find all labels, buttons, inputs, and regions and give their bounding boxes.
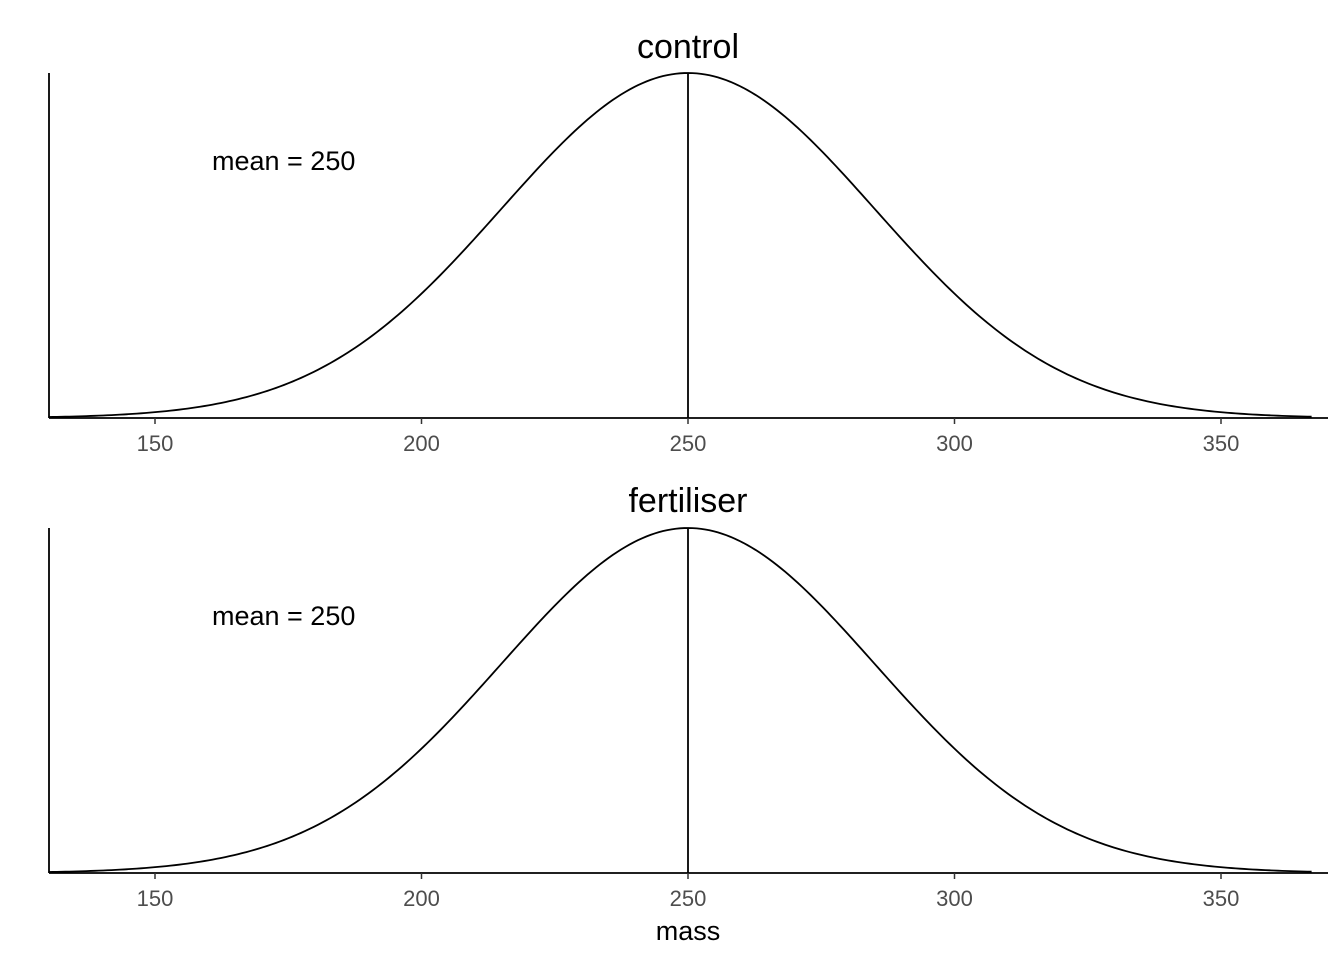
panel-title: control — [637, 28, 739, 66]
panel-control: control 150 200 250 300 350 mean = 250 — [48, 28, 1328, 456]
x-tick-label: 250 — [670, 431, 707, 456]
density-curve — [48, 527, 1312, 873]
x-tick-label: 150 — [137, 431, 174, 456]
plot-area: 150 200 250 300 350 — [48, 527, 1328, 911]
x-tick-label: 300 — [936, 886, 973, 911]
plot-area: 150 200 250 300 350 — [48, 72, 1328, 456]
x-tick-label: 300 — [936, 431, 973, 456]
x-tick-label: 250 — [670, 886, 707, 911]
x-tick-label: 200 — [403, 431, 440, 456]
panel-title: fertiliser — [628, 482, 747, 520]
density-curve — [48, 72, 1312, 418]
panel-fertiliser: fertiliser 150 200 250 300 350 mean = 250 — [48, 482, 1328, 911]
mean-annotation: mean = 250 — [212, 601, 355, 631]
x-axis-title: mass — [656, 916, 721, 946]
x-tick-label: 200 — [403, 886, 440, 911]
x-tick-label: 350 — [1203, 431, 1240, 456]
x-tick-label: 150 — [137, 886, 174, 911]
mean-annotation: mean = 250 — [212, 146, 355, 176]
x-tick-label: 350 — [1203, 886, 1240, 911]
